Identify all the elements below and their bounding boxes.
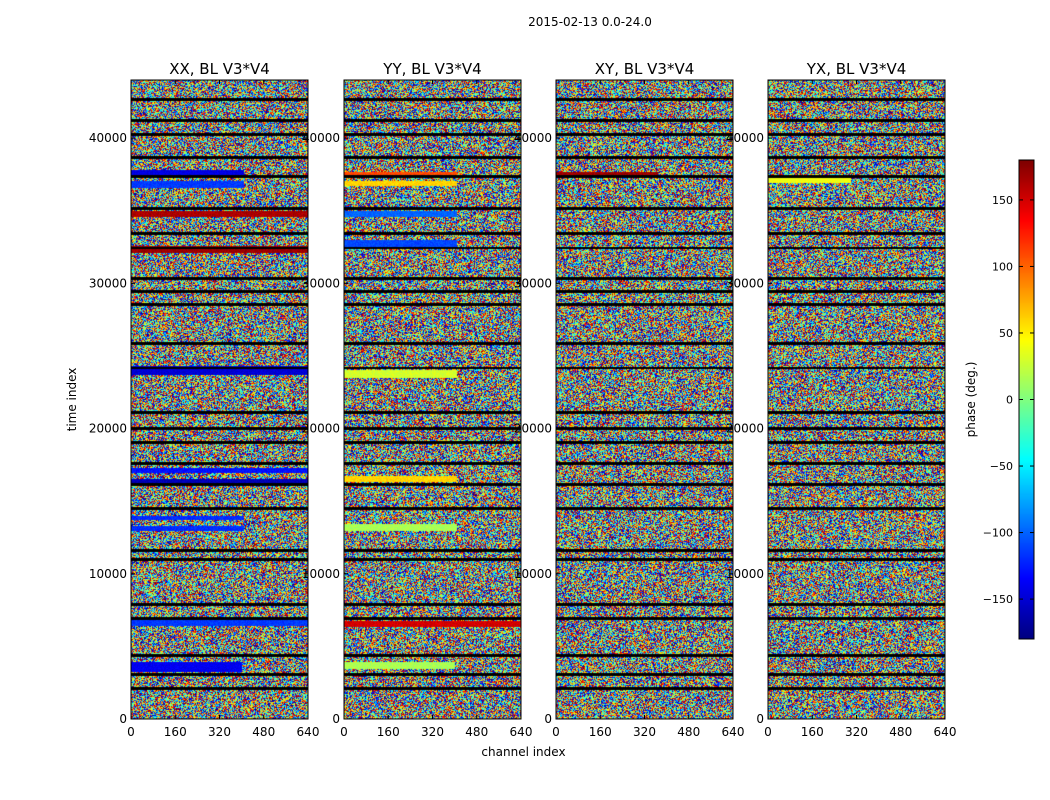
panel-3: YX, BL V3*V4 0 160 320 480 640 0 10000 20000 3000… [726,60,957,739]
ytick-label: 0 [544,712,552,726]
colorbar-tick-label: −100 [983,527,1013,540]
xtick-label: 160 [377,725,400,739]
colorbar-gradient [1019,160,1034,639]
ytick-label: 30000 [302,276,340,290]
xtick-label: 160 [589,725,612,739]
ytick-label: 10000 [726,567,764,581]
ytick-label: 0 [332,712,340,726]
panel-1: YY, BL V3*V4 0 160 320 480 640 0 10000 20000 3000… [302,60,566,759]
colorbar-tick-label: 50 [999,327,1013,340]
xtick-label: 320 [208,725,231,739]
colorbar-tick-label: 100 [992,260,1013,273]
ytick-label: 30000 [514,276,552,290]
xtick-label: 0 [764,725,772,739]
xtick-label: 480 [677,725,700,739]
ytick-label: 0 [119,712,127,726]
xtick-label: 0 [552,725,560,739]
ytick-label: 20000 [726,422,764,436]
panel-title-2: XY, BL V3*V4 [595,60,695,78]
ytick-label: 10000 [514,567,552,581]
ytick-label: 20000 [514,422,552,436]
xlabel: channel index [481,745,565,759]
colorbar-tick-label: 150 [992,194,1013,207]
xtick-label: 640 [934,725,957,739]
xtick-label: 0 [340,725,348,739]
ytick-label: 20000 [89,422,127,436]
panel-title-1: YY, BL V3*V4 [382,60,481,78]
panel-title-0: XX, BL V3*V4 [169,60,270,78]
ytick-label: 40000 [89,131,127,145]
heatmap-image-1 [344,80,521,719]
xtick-label: 480 [252,725,275,739]
ylabel: time index [65,368,79,432]
colorbar-tick-label: 0 [1006,394,1013,407]
xtick-label: 0 [127,725,135,739]
ytick-label: 30000 [89,276,127,290]
ytick-label: 40000 [514,131,552,145]
ytick-label: 20000 [302,422,340,436]
xtick-label: 320 [633,725,656,739]
xtick-label: 480 [889,725,912,739]
panel-0: XX, BL V3*V4 0 160 320 480 640 0 10000 20000 3000… [65,60,319,739]
heatmap-image-3 [768,80,945,719]
ytick-label: 40000 [726,131,764,145]
xtick-label: 160 [164,725,187,739]
xtick-label: 320 [845,725,868,739]
xtick-label: 160 [801,725,824,739]
xtick-label: 480 [465,725,488,739]
colorbar-label: phase (deg.) [964,362,978,438]
ytick-label: 0 [756,712,764,726]
xtick-label: 640 [722,725,745,739]
heatmap-image-2 [556,80,733,719]
colorbar-tick-label: −150 [983,593,1013,606]
panel-2: XY, BL V3*V4 0 160 320 480 640 0 10000 20000 3000… [514,60,745,739]
panel-title-3: YX, BL V3*V4 [806,60,907,78]
colorbar-tick-label: −50 [990,460,1013,473]
figure-suptitle: 2015-02-13 0.0-24.0 [528,15,652,29]
ytick-label: 30000 [726,276,764,290]
ytick-label: 10000 [302,567,340,581]
ytick-label: 10000 [89,567,127,581]
heatmap-image-0 [131,80,308,719]
xtick-label: 640 [510,725,533,739]
ytick-label: 40000 [302,131,340,145]
xtick-label: 320 [421,725,444,739]
colorbar: 150 100 50 0 −50 −100 −150 phase (deg.) [964,159,1035,640]
panels: XX, BL V3*V4 0 160 320 480 640 0 10000 20000 3000… [65,60,956,759]
xtick-label: 640 [297,725,320,739]
